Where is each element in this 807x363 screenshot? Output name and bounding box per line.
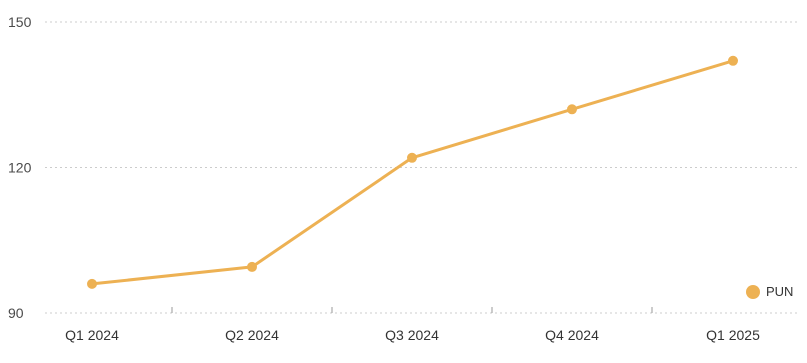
grid-lines	[45, 21, 800, 314]
x-tick-label-4: Q4 2024	[545, 327, 599, 343]
legend-marker-pun	[746, 285, 760, 299]
legend-label-pun: PUN	[766, 284, 793, 299]
x-tick-label-3: Q3 2024	[385, 327, 439, 343]
data-point-4[interactable]	[567, 104, 577, 115]
y-tick-label-90: 90	[8, 305, 24, 321]
y-axis-tick-labels: 90 120 150	[8, 14, 32, 321]
data-point-1[interactable]	[87, 278, 97, 289]
series-line-pun	[90, 59, 735, 286]
legend: PUN	[746, 284, 793, 299]
data-point-5[interactable]	[728, 55, 738, 66]
y-tick-label-120: 120	[8, 160, 32, 176]
x-tick-label-5: Q1 2025	[706, 327, 760, 343]
x-tick-label-2: Q2 2024	[225, 327, 279, 343]
x-axis	[171, 307, 653, 313]
x-axis-tick-labels: Q1 2024 Q2 2024 Q3 2024 Q4 2024 Q1 2025	[65, 327, 760, 343]
y-tick-label-150: 150	[8, 14, 32, 30]
data-point-2[interactable]	[247, 261, 257, 272]
data-point-3[interactable]	[407, 152, 417, 163]
x-tick-label-1: Q1 2024	[65, 327, 119, 343]
series-pun	[87, 55, 738, 289]
